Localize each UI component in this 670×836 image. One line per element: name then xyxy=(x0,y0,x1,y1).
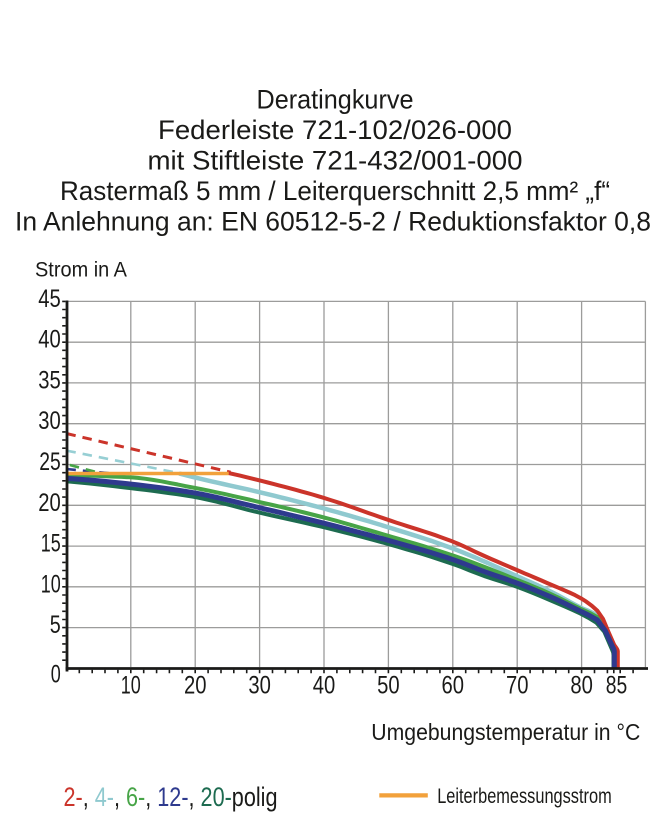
svg-text:mit Stiftleiste 721-432/001-00: mit Stiftleiste 721-432/001-000 xyxy=(148,146,523,176)
svg-text:Umgebungstemperatur in °C: Umgebungstemperatur in °C xyxy=(371,719,640,745)
svg-text:Federleiste 721-102/026-000: Federleiste 721-102/026-000 xyxy=(158,115,512,145)
svg-text:20: 20 xyxy=(184,671,207,699)
svg-text:30: 30 xyxy=(248,671,271,699)
svg-text:0: 0 xyxy=(51,661,61,689)
svg-text:40: 40 xyxy=(38,326,61,354)
svg-text:5: 5 xyxy=(50,611,61,639)
svg-text:In Anlehnung an: EN 60512-5-2: In Anlehnung an: EN 60512-5-2 / Reduktio… xyxy=(15,207,651,237)
svg-text:80: 80 xyxy=(570,671,593,699)
svg-text:85: 85 xyxy=(606,671,628,699)
svg-text:30: 30 xyxy=(38,407,61,435)
svg-text:Strom in A: Strom in A xyxy=(35,258,128,282)
svg-text:10: 10 xyxy=(121,671,141,699)
svg-text:15: 15 xyxy=(41,530,61,558)
svg-text:Deratingkurve: Deratingkurve xyxy=(257,85,414,115)
svg-text:2-, 4-, 6-, 12-, 20-polig: 2-, 4-, 6-, 12-, 20-polig xyxy=(64,782,278,812)
svg-text:45: 45 xyxy=(38,285,61,313)
svg-text:70: 70 xyxy=(506,671,529,699)
svg-text:Rastermaß 5 mm / Leiterquersch: Rastermaß 5 mm / Leiterquerschnitt 2,5 m… xyxy=(60,176,610,206)
svg-text:60: 60 xyxy=(442,671,465,699)
svg-text:35: 35 xyxy=(38,366,61,394)
svg-text:40: 40 xyxy=(313,671,336,699)
svg-text:50: 50 xyxy=(377,671,400,699)
svg-text:20: 20 xyxy=(38,489,61,517)
svg-text:25: 25 xyxy=(39,448,61,476)
svg-text:Leiterbemessungsstrom: Leiterbemessungsstrom xyxy=(437,784,612,808)
svg-text:10: 10 xyxy=(41,570,61,598)
